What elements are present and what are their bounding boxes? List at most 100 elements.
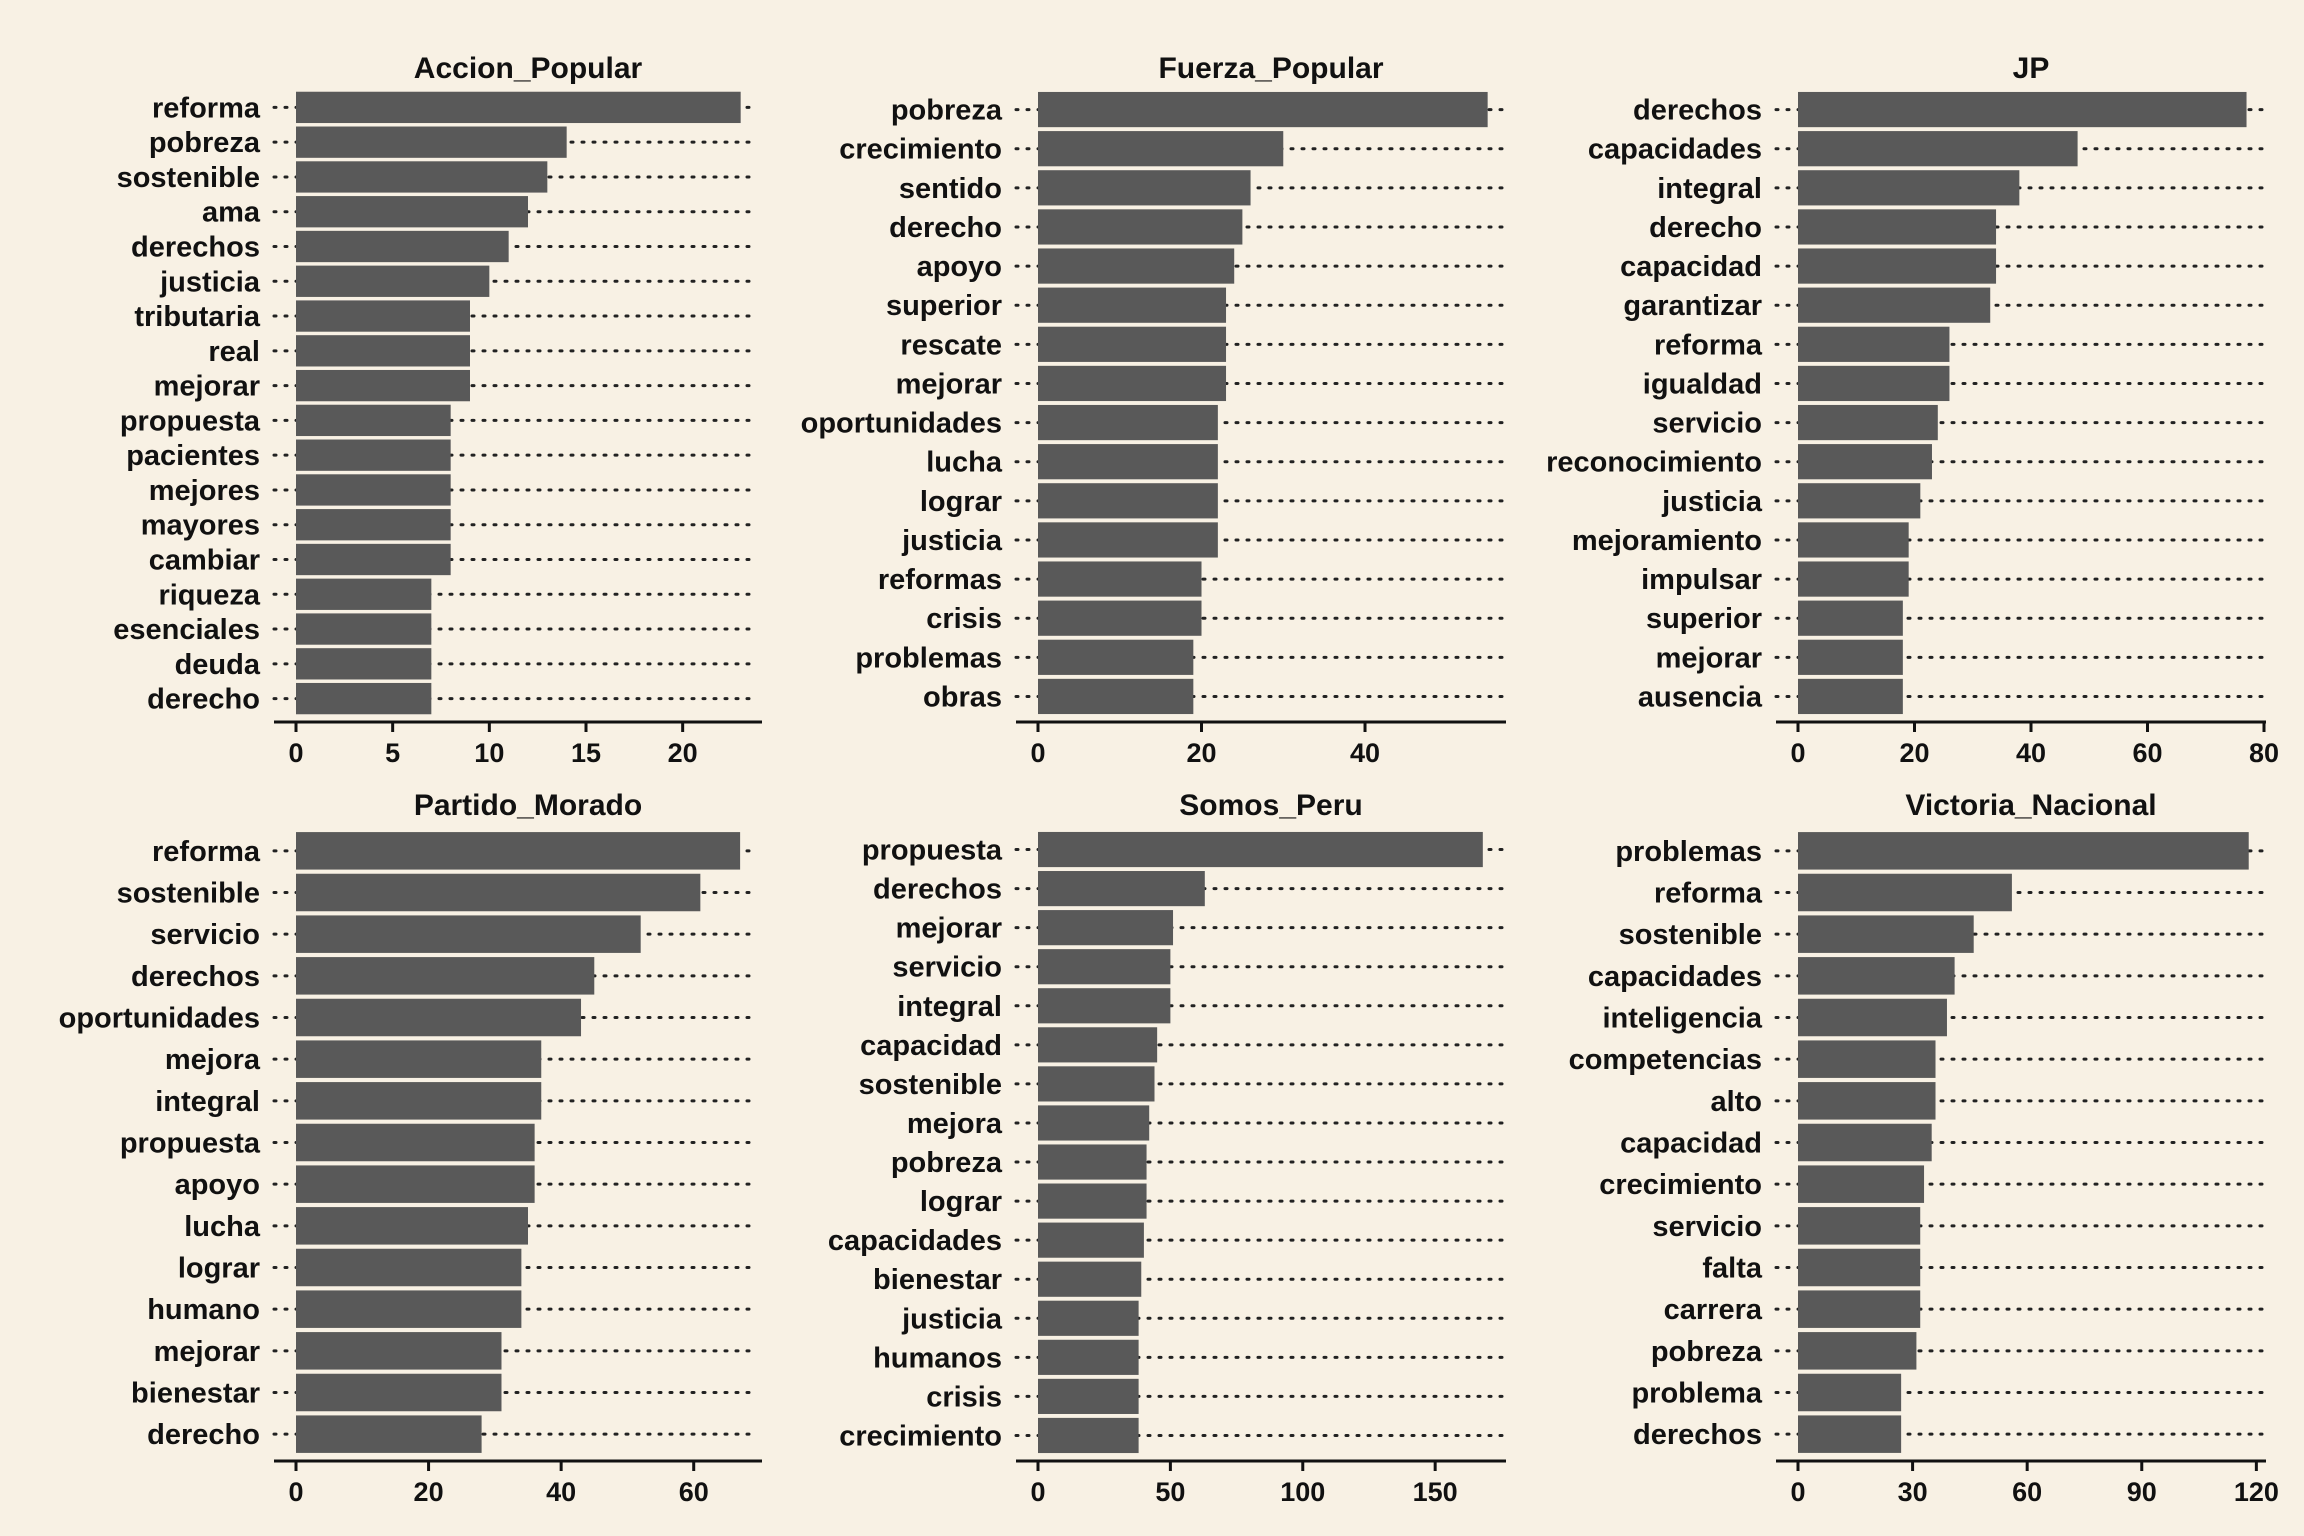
bar	[1038, 1144, 1147, 1180]
bar	[1038, 444, 1218, 480]
category-label: pobreza	[1651, 1336, 1763, 1368]
category-label: crisis	[926, 1381, 1002, 1413]
category-label: superior	[886, 290, 1002, 322]
x-tick-label: 60	[2132, 738, 2162, 768]
category-label: mejorar	[896, 913, 1002, 945]
bar	[1038, 871, 1205, 907]
bar	[296, 543, 451, 576]
bar	[1038, 1027, 1158, 1063]
category-label: humanos	[873, 1342, 1002, 1374]
category-label: lucha	[184, 1211, 261, 1243]
category-label: propuesta	[120, 1128, 261, 1160]
bar	[1798, 1207, 1921, 1245]
bar	[1038, 678, 1194, 715]
panel-title: JP	[2013, 52, 2050, 85]
bar	[296, 300, 470, 332]
bar	[1798, 209, 1997, 245]
panel-title: Fuerza_Popular	[1158, 52, 1383, 85]
bar	[296, 873, 701, 912]
bar	[1798, 248, 1997, 284]
category-label: capacidad	[1620, 251, 1762, 283]
bar	[1038, 949, 1171, 985]
bar	[1038, 1417, 1139, 1454]
x-tick-label: 5	[385, 738, 400, 768]
bar	[1038, 91, 1488, 128]
category-label: pobreza	[891, 95, 1003, 127]
x-tick-label: 120	[2234, 1477, 2279, 1507]
bar	[1798, 91, 2247, 128]
category-label: mejorar	[896, 368, 1002, 400]
x-tick-label: 60	[2012, 1477, 2042, 1507]
x-tick-label: 20	[414, 1477, 444, 1507]
x-tick-label: 0	[288, 1477, 303, 1507]
category-label: mejores	[149, 475, 260, 507]
bar	[1038, 1183, 1147, 1219]
x-tick-label: 20	[1899, 738, 1929, 768]
category-label: justicia	[1661, 486, 1763, 518]
bar	[1798, 915, 1974, 953]
bar	[1798, 1415, 1902, 1453]
category-label: mejora	[907, 1108, 1003, 1140]
category-label: derecho	[889, 212, 1002, 244]
category-label: derecho	[1649, 212, 1762, 244]
x-tick-label: 50	[1155, 1477, 1185, 1507]
bar	[1798, 287, 1991, 323]
bar	[1798, 678, 1903, 715]
category-label: capacidad	[860, 1030, 1002, 1062]
category-label: capacidades	[1588, 961, 1762, 993]
bar	[296, 915, 641, 953]
category-label: superior	[1646, 603, 1762, 635]
category-label: mejorar	[154, 1336, 260, 1368]
bar	[1038, 1105, 1150, 1141]
bar	[1798, 873, 2012, 912]
category-label: derechos	[131, 961, 260, 993]
bar	[296, 230, 509, 263]
bar	[296, 126, 567, 158]
x-tick-label: 80	[2249, 738, 2279, 768]
bar	[296, 91, 741, 124]
bar	[1038, 1378, 1139, 1414]
bar	[1038, 639, 1194, 675]
category-label: rescate	[900, 329, 1002, 361]
category-label: cambiar	[149, 545, 260, 577]
category-label: justicia	[159, 266, 261, 298]
category-label: mejorar	[154, 371, 260, 403]
x-tick-label: 20	[668, 738, 698, 768]
x-tick-label: 40	[546, 1477, 576, 1507]
x-tick-label: 100	[1280, 1477, 1325, 1507]
bar	[1798, 522, 1909, 558]
category-label: reformas	[878, 564, 1002, 596]
category-label: apoyo	[917, 251, 1002, 283]
category-label: obras	[923, 681, 1002, 713]
bar	[1038, 326, 1227, 362]
bar	[296, 1248, 522, 1287]
x-tick-label: 0	[1790, 738, 1805, 768]
category-label: igualdad	[1643, 368, 1762, 400]
x-tick-label: 40	[2016, 738, 2046, 768]
bar	[1038, 910, 1174, 946]
category-label: reforma	[152, 92, 261, 124]
panel-2: JP derechos capacidades integral derecho capa…	[1546, 52, 2279, 768]
category-label: ausencia	[1638, 681, 1763, 713]
category-label: bienestar	[131, 1378, 260, 1410]
bar	[1038, 1339, 1139, 1375]
category-label: esenciales	[113, 614, 260, 646]
category-label: problemas	[855, 642, 1002, 674]
bar	[296, 957, 595, 995]
bar	[1798, 131, 2078, 167]
bar	[1038, 1222, 1144, 1258]
category-label: justicia	[901, 1303, 1003, 1335]
bar	[296, 1207, 528, 1245]
bar	[1798, 600, 1903, 636]
category-label: servicio	[1652, 408, 1762, 440]
category-label: pobreza	[149, 127, 261, 159]
category-label: reforma	[152, 836, 261, 868]
panel-title: Accion_Popular	[414, 52, 643, 85]
category-label: capacidad	[1620, 1128, 1762, 1160]
bar	[1798, 1165, 1925, 1203]
bar	[1038, 287, 1227, 323]
bar	[296, 613, 432, 645]
bar	[1798, 444, 1932, 480]
category-label: mejoramiento	[1572, 525, 1762, 557]
